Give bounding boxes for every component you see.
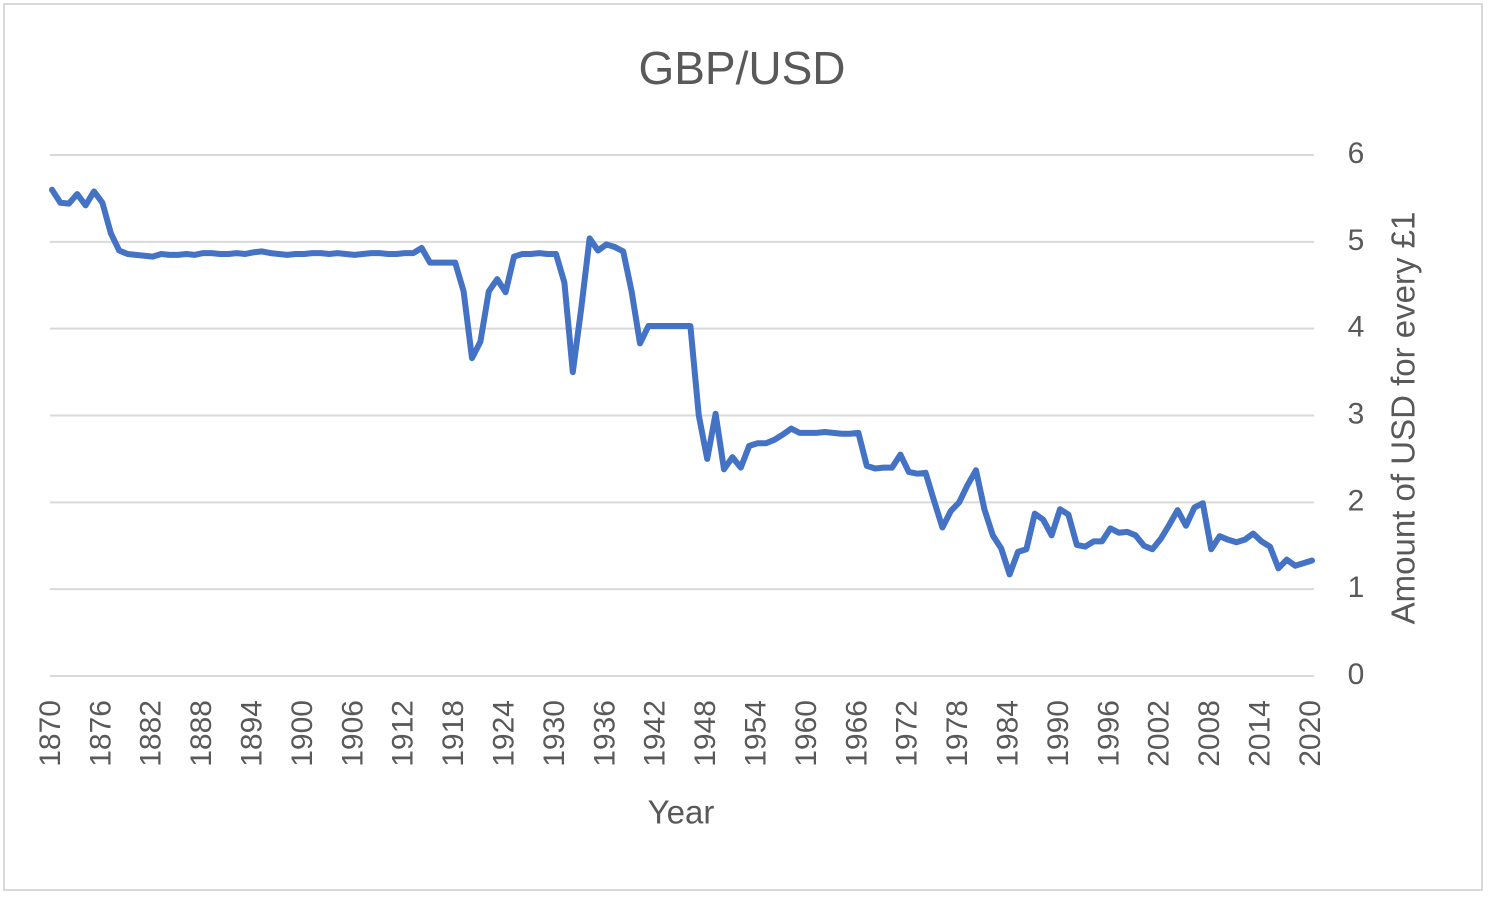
x-tick-label: 1966	[840, 700, 873, 767]
y-tick-label: 2	[1348, 484, 1365, 517]
x-axis-label: Year	[648, 794, 715, 831]
x-tick-label: 1978	[941, 700, 974, 767]
x-tick-label: 1888	[185, 700, 218, 767]
x-tick-label: 1900	[286, 700, 319, 767]
data-line	[49, 186, 1315, 578]
x-tick-label: 2008	[1193, 700, 1226, 767]
chart-frame	[3, 3, 1483, 891]
x-tick-label: 1936	[588, 700, 621, 767]
x-tick-label: 2014	[1244, 700, 1277, 767]
x-tick-label: 1876	[84, 700, 117, 767]
x-tick-label: 1906	[336, 700, 369, 767]
y-tick-label: 5	[1348, 224, 1365, 257]
x-tick-label: 1942	[639, 700, 672, 767]
y-axis-label: Amount of USD for every £1	[1385, 212, 1422, 625]
x-tick-label: 1984	[992, 700, 1025, 767]
x-tick-label: 2020	[1294, 700, 1327, 767]
y-tick-label: 6	[1348, 137, 1365, 170]
x-tick-label: 1948	[689, 700, 722, 767]
y-tick-label: 1	[1348, 571, 1365, 604]
x-tick-label: 1996	[1092, 700, 1125, 767]
x-tick-label: 1894	[236, 700, 269, 767]
x-tick-label: 1924	[488, 700, 521, 767]
x-tick-label: 2002	[1143, 700, 1176, 767]
y-tick-label: 0	[1348, 658, 1365, 691]
x-tick-label: 1930	[538, 700, 571, 767]
x-tick-label: 1870	[34, 700, 67, 767]
x-tick-label: 1960	[790, 700, 823, 767]
x-tick-label: 1882	[135, 700, 168, 767]
y-tick-label: 3	[1348, 397, 1365, 430]
x-tick-label: 1954	[740, 700, 773, 767]
y-tick-label: 4	[1348, 311, 1365, 344]
x-tick-label: 1972	[891, 700, 924, 767]
x-tick-label: 1912	[387, 700, 420, 767]
x-tick-label: 1990	[1042, 700, 1075, 767]
chart-title: GBP/USD	[638, 42, 845, 94]
x-tick-label: 1918	[437, 700, 470, 767]
